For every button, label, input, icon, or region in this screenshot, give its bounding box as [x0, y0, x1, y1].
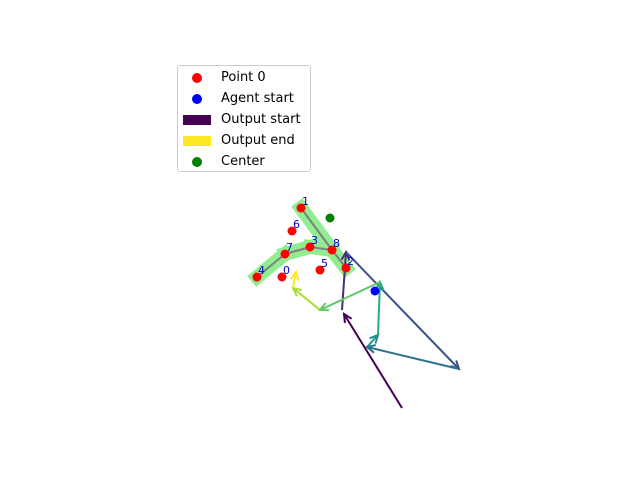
waypoint-label: 3 [311, 234, 318, 247]
output-arrow-shaft [292, 271, 297, 289]
waypoint-label: 1 [302, 195, 309, 208]
legend-label: Point 0 [221, 70, 266, 85]
output-arrow-shaft [319, 281, 381, 311]
output-arrow-shaft [343, 313, 403, 409]
legend-marker-red [192, 73, 202, 83]
legend-marker-green [192, 157, 202, 167]
legend-entry-output-end: Output end [178, 131, 312, 151]
waypoint-marker [277, 272, 287, 282]
legend: Point 0 Agent start Output start Output … [177, 65, 311, 172]
legend-label: Center [221, 154, 265, 169]
waypoint-marker [327, 245, 337, 255]
waypoint-marker [252, 272, 262, 282]
waypoint-labels: 0 1 2 3 4 5 67 8 [258, 195, 354, 277]
waypoint-label: 8 [333, 237, 340, 250]
waypoint-label: 4 [258, 264, 265, 277]
waypoints [252, 203, 380, 296]
legend-entry-center: Center [178, 152, 312, 172]
output-arrow-shaft [366, 346, 460, 370]
output-arrow-head [342, 312, 353, 324]
waypoint-marker [280, 249, 290, 259]
legend-entry-agent-start: Agent start [178, 89, 312, 109]
legend-patch-purple [183, 115, 211, 125]
legend-entry-point0: Point 0 [178, 68, 312, 88]
output-arrow-shaft [366, 334, 379, 348]
legend-entry-output-start: Output start [178, 110, 312, 130]
waypoint-marker [315, 265, 325, 275]
waypoint-label: 7 [286, 241, 293, 254]
waypoint-marker [296, 203, 306, 213]
legend-label: Output start [221, 112, 301, 127]
legend-label: Agent start [221, 91, 294, 106]
output-arrows [289, 249, 461, 409]
path-edge [300, 207, 333, 251]
legend-marker-blue [192, 94, 202, 104]
output-arrow-head [289, 269, 300, 281]
path-edge [256, 253, 286, 278]
output-arrow-shaft [345, 251, 460, 370]
center-marker [325, 213, 335, 223]
legend-label: Output end [221, 133, 295, 148]
output-arrow-shaft [292, 287, 321, 311]
waypoint-marker [287, 226, 297, 236]
waypoint-label: 2 [347, 255, 354, 268]
waypoint-marker [305, 242, 315, 252]
agent-start-marker [370, 286, 380, 296]
waypoint-label: 6 [293, 218, 300, 231]
output-arrow-shaft [377, 281, 381, 336]
waypoint-label: 5 [321, 257, 328, 270]
waypoint-marker [341, 263, 351, 273]
legend-patch-yellow [183, 136, 211, 146]
waypoint-label: 0 [283, 264, 290, 277]
